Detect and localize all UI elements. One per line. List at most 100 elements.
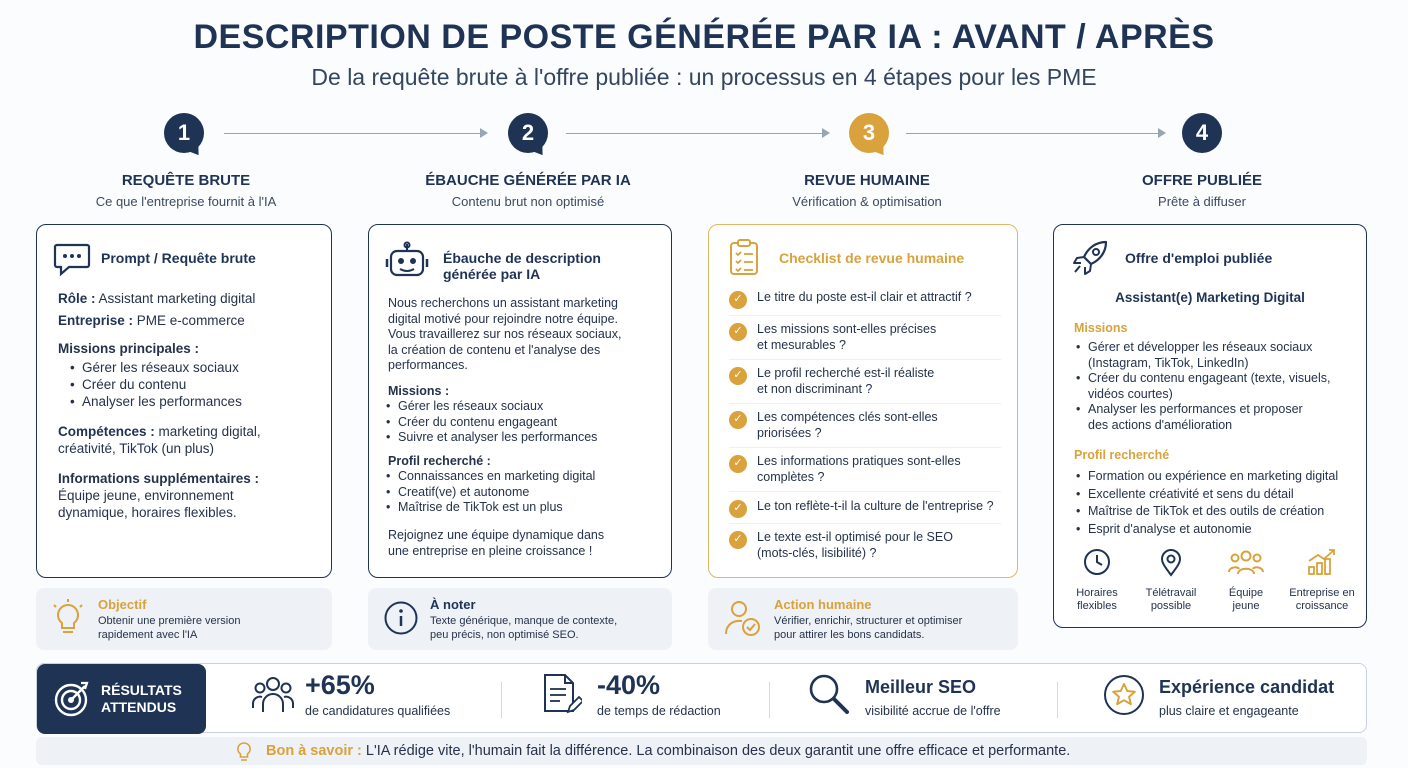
target-icon xyxy=(54,681,89,717)
skills-line: Compétences : marketing digital, créativ… xyxy=(58,424,261,456)
growth-chart-icon xyxy=(1308,549,1335,575)
check-icon: ✓ xyxy=(729,411,747,429)
chat-bubble-icon xyxy=(53,243,91,277)
divider xyxy=(769,682,770,718)
list-item: Creatif(ve) et autonome xyxy=(384,485,664,501)
kpi-value: +65% xyxy=(305,670,375,700)
note-objective: Objectif Obtenir une première version rap… xyxy=(36,588,332,650)
kpi-caption: visibilité accrue de l'offre xyxy=(865,704,1001,718)
checklist-item: ✓ Les missions sont-elles précises et mes… xyxy=(729,316,1001,360)
job-title: Assistant(e) Marketing Digital xyxy=(1115,290,1305,305)
kpi-value: Expérience candidat xyxy=(1159,677,1335,697)
results-label-block: RÉSULTATS ATTENDUS xyxy=(37,664,206,734)
published-offer-card: Offre d'emploi publiée Assistant(e) Mark… xyxy=(1053,224,1367,628)
list-item: Gérer les réseaux sociaux xyxy=(384,399,664,415)
profile-list: Connaissances en marketing digital Creat… xyxy=(384,469,664,516)
note-remark: À noter Texte générique, manque de conte… xyxy=(368,588,672,650)
footer-tip: Bon à savoir : L'IA rédige vite, l'humai… xyxy=(36,737,1367,765)
arrow-step-1-2 xyxy=(224,133,480,134)
kpi-caption: de temps de rédaction xyxy=(597,704,721,718)
info-label: Informations supplémentaires : xyxy=(58,471,260,486)
missions-label: Missions xyxy=(1074,321,1128,335)
list-item: Analyser les performances xyxy=(68,393,318,410)
checklist-item: ✓ Le titre du poste est-il clair et attr… xyxy=(729,289,1001,316)
step-2-heading: ÉBAUCHE GÉNÉRÉE PAR IA Contenu brut non … xyxy=(425,172,631,209)
card-heading: Checklist de revue humaine xyxy=(779,250,965,266)
checklist: ✓ Le titre du poste est-il clair et attr… xyxy=(729,289,1001,566)
page-subtitle: De la requête brute à l'offre publiée : … xyxy=(311,64,1097,90)
clock-icon xyxy=(1084,549,1110,575)
check-icon: ✓ xyxy=(729,531,747,549)
step-marker-4: 4 xyxy=(1182,113,1222,153)
draft-closing: Rejoignez une équipe dynamique dans une … xyxy=(388,528,605,558)
human-review-card: Checklist de revue humaine ✓ Le titre du… xyxy=(708,224,1018,578)
check-icon: ✓ xyxy=(729,455,747,473)
perks-row: Horaires flexibles Télétravail possible Éq… xyxy=(1066,547,1356,617)
draft-intro: Nous recherchons un assistant marketing … xyxy=(388,296,622,372)
note-human-action: Action humaine Vérifier, enrichir, struc… xyxy=(708,588,1018,650)
missions-list: Gérer les réseaux sociaux Créer du conte… xyxy=(68,359,318,410)
list-item: Esprit d'analyse et autonomie xyxy=(1074,521,1364,539)
checklist-item: ✓ Les informations pratiques sont-elles c… xyxy=(729,448,1001,492)
divider xyxy=(1057,682,1058,718)
perk-item: Entreprise en croissance xyxy=(1284,547,1360,613)
perk-item: Horaires flexibles xyxy=(1066,547,1128,613)
magnifier-icon xyxy=(809,674,849,714)
divider xyxy=(501,682,502,718)
info-icon xyxy=(384,601,418,635)
missions-list: Gérer les réseaux sociaux Créer du conte… xyxy=(384,399,664,446)
perk-item: Télétravail possible xyxy=(1136,547,1206,613)
results-bar: RÉSULTATS ATTENDUS +65% de candidatures … xyxy=(36,663,1367,734)
list-item: Maîtrise de TikTok et des outils de créa… xyxy=(1074,503,1364,521)
arrow-step-3-4 xyxy=(906,133,1158,134)
list-item: Formation ou expérience en marketing dig… xyxy=(1074,468,1364,486)
list-item: Créer du contenu engageant (texte, visue… xyxy=(1074,371,1364,402)
list-item: Créer du contenu xyxy=(68,376,318,393)
location-pin-icon xyxy=(1160,549,1182,577)
check-icon: ✓ xyxy=(729,367,747,385)
missions-label: Missions : xyxy=(388,384,450,398)
team-icon xyxy=(1228,550,1264,575)
lightbulb-icon xyxy=(53,599,83,633)
list-item: Excellente créativité et sens du détail xyxy=(1074,486,1364,504)
list-item: Suivre et analyser les performances xyxy=(384,430,664,446)
clipboard-checklist-icon xyxy=(730,239,758,275)
company-line: Entreprise : PME e-commerce xyxy=(58,313,245,328)
arrow-head-icon xyxy=(822,128,830,138)
missions-label: Missions principales : xyxy=(58,341,200,356)
step-marker-2: 2 xyxy=(508,113,548,159)
missions-list: Gérer et développer les réseaux sociaux(… xyxy=(1074,340,1364,433)
checklist-item: ✓ Le profil recherché est-il réaliste et … xyxy=(729,360,1001,404)
checklist-item: ✓ Le texte est-il optimisé pour le SEO (m… xyxy=(729,524,1001,566)
list-item: Analyser les performances et proposerdes… xyxy=(1074,402,1364,433)
star-icon xyxy=(1104,675,1144,715)
info-text: Équipe jeune, environnement dynamique, h… xyxy=(58,488,237,520)
check-icon: ✓ xyxy=(729,291,747,309)
step-marker-1: 1 xyxy=(164,113,204,159)
card-heading: Offre d'emploi publiée xyxy=(1125,250,1273,266)
step-1-heading: REQUÊTE BRUTE Ce que l'entreprise fourni… xyxy=(95,172,277,209)
robot-icon xyxy=(385,241,429,277)
card-heading: Prompt / Requête brute xyxy=(101,250,256,266)
list-item: Créer du contenu engageant xyxy=(384,415,664,431)
profile-list: Formation ou expérience en marketing dig… xyxy=(1074,468,1364,538)
list-item: Maîtrise de TikTok est un plus xyxy=(384,500,664,516)
candidates-icon xyxy=(252,677,294,712)
list-item: Gérer les réseaux sociaux xyxy=(68,359,318,376)
document-edit-icon xyxy=(544,674,582,714)
profile-label: Profil recherché : xyxy=(388,454,491,468)
card-heading: Ébauche de description générée par IA xyxy=(443,250,601,282)
arrow-head-icon xyxy=(1158,128,1166,138)
check-icon: ✓ xyxy=(729,323,747,341)
step-4-heading: OFFRE PUBLIÉE Prête à diffuser xyxy=(1141,172,1262,209)
list-item: Connaissances en marketing digital xyxy=(384,469,664,485)
footer-label: Bon à savoir : xyxy=(266,743,362,759)
person-check-icon xyxy=(725,601,760,636)
role-line: Rôle : Assistant marketing digital xyxy=(58,291,256,306)
rocket-icon xyxy=(1073,240,1108,275)
checklist-item: ✓ Le ton reflète-t-il la culture de l'en… xyxy=(729,492,1001,524)
arrow-step-2-3 xyxy=(566,133,822,134)
arrow-head-icon xyxy=(480,128,488,138)
kpi-caption: plus claire et engageante xyxy=(1159,704,1299,718)
footer-text: L'IA rédige vite, l'humain fait la diffé… xyxy=(365,743,1071,759)
